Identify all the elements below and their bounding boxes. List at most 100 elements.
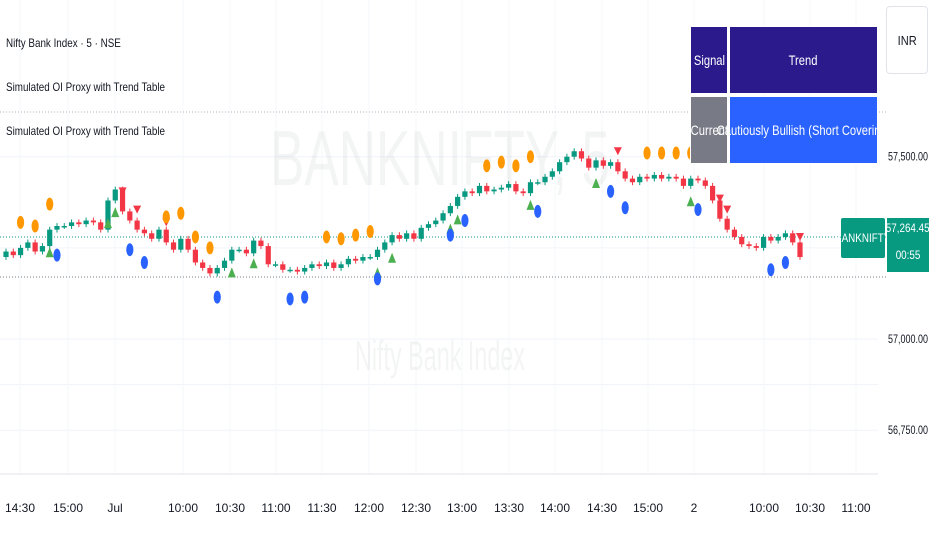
candle-body — [571, 151, 577, 157]
candle-body — [251, 240, 257, 254]
blue-oi-marker — [301, 290, 309, 304]
candle-body — [404, 233, 410, 239]
candle-body — [39, 246, 46, 252]
candle-body — [593, 160, 599, 168]
x-tick-label: 10:00 — [749, 501, 779, 515]
candle-body — [549, 171, 555, 177]
candle-body — [243, 249, 249, 254]
currency-button[interactable]: INR — [886, 6, 928, 74]
bullish-triangle-marker — [526, 199, 535, 210]
candle-body — [455, 196, 461, 206]
candle-body — [644, 176, 650, 179]
bullish-triangle-marker — [686, 196, 695, 207]
y-axis[interactable]: 57,500.00 57,000.00 56,750.00 — [888, 150, 928, 438]
orange-oi-marker — [352, 228, 360, 242]
indicator-label[interactable]: Simulated OI Proxy with Trend Table — [6, 80, 165, 94]
candle-body — [156, 229, 162, 239]
candle-body — [411, 233, 417, 239]
candle-body — [768, 236, 774, 241]
blue-oi-marker — [286, 292, 294, 306]
y-tick-label: 56,750.00 — [888, 423, 928, 437]
candle-body — [396, 235, 402, 239]
x-tick-label: 11:00 — [261, 501, 290, 515]
candle-body — [513, 184, 519, 192]
bullish-triangle-marker — [249, 258, 258, 269]
candle-body — [586, 158, 592, 168]
candle-body — [149, 233, 155, 239]
blue-oi-marker — [534, 204, 542, 218]
candle-body — [170, 242, 177, 250]
symbol-title[interactable]: Nifty Bank Index · 5 · NSE — [6, 36, 121, 50]
candle-body — [192, 249, 198, 263]
y-tick-label: 57,000.00 — [888, 332, 928, 346]
candle-body — [287, 269, 293, 272]
candle-body — [229, 249, 235, 261]
candle-body — [520, 191, 526, 194]
x-tick-label: 10:30 — [215, 501, 245, 515]
bearish-triangle-marker — [133, 205, 142, 214]
bearish-triangle-marker — [118, 187, 127, 196]
x-tick-label: 13:00 — [447, 501, 477, 515]
orange-oi-marker — [177, 206, 185, 220]
candle-body — [440, 213, 446, 221]
orange-oi-marker — [526, 150, 535, 164]
candle-body — [360, 257, 366, 261]
candle-body — [323, 262, 330, 267]
bearish-triangle-marker — [715, 194, 724, 203]
candle-body — [469, 191, 475, 194]
candle-body — [178, 238, 184, 250]
candle-body — [32, 242, 38, 252]
candle-body — [695, 178, 701, 181]
candle-body — [90, 220, 97, 223]
candle-body — [316, 264, 322, 267]
candle-body — [367, 257, 373, 259]
bearish-triangle-marker — [796, 232, 804, 241]
orange-oi-marker — [162, 210, 170, 224]
candle-body — [61, 226, 67, 228]
candle-body — [302, 267, 308, 272]
x-tick-label: 12:30 — [401, 501, 431, 515]
candle-body — [782, 233, 789, 237]
candle-body — [629, 178, 636, 183]
indicator-label[interactable]: Simulated OI Proxy with Trend Table — [6, 124, 165, 138]
candle-body — [214, 267, 220, 274]
watermark: BANKNIFTY, 5 Nifty Bank Index — [270, 114, 610, 379]
candle-body — [418, 227, 424, 239]
candle-body — [265, 246, 271, 265]
candle-body — [200, 262, 206, 268]
candle-body — [68, 222, 75, 226]
candle-body — [425, 224, 432, 228]
orange-oi-marker — [643, 146, 651, 160]
bullish-triangle-marker — [45, 247, 54, 258]
candle-body — [790, 233, 796, 243]
candle-body — [433, 220, 439, 225]
x-tick-label: 12:00 — [354, 501, 384, 515]
bullish-triangle-marker — [388, 252, 397, 263]
candle-body — [280, 264, 286, 270]
last-price-label: 57,264.45 — [886, 218, 930, 238]
candle-body — [112, 189, 118, 201]
candle-body — [666, 176, 672, 179]
candle-body — [272, 264, 279, 266]
candle-body — [506, 184, 512, 188]
candle-body — [622, 171, 628, 179]
candle-body — [10, 251, 16, 256]
orange-oi-marker — [657, 146, 666, 160]
candle-body — [658, 174, 665, 179]
candle-body — [309, 264, 315, 268]
candle-body — [673, 176, 679, 179]
candle-body — [3, 251, 9, 257]
candle-body — [578, 151, 585, 159]
candle-body — [83, 220, 89, 225]
candle-body — [739, 236, 745, 245]
countdown-label: 00:55 — [887, 238, 929, 272]
signal-markers — [16, 146, 804, 306]
x-axis[interactable]: 14:30 15:00 Jul 10:00 10:30 11:00 11:30 12:00 12… — [0, 473, 878, 515]
bullish-triangle-marker — [453, 214, 462, 225]
candle-body — [105, 200, 111, 230]
candle-body — [637, 176, 643, 183]
candle-body — [731, 229, 738, 237]
bearish-triangle-marker — [613, 147, 622, 156]
x-tick-label: 11:30 — [307, 501, 336, 515]
